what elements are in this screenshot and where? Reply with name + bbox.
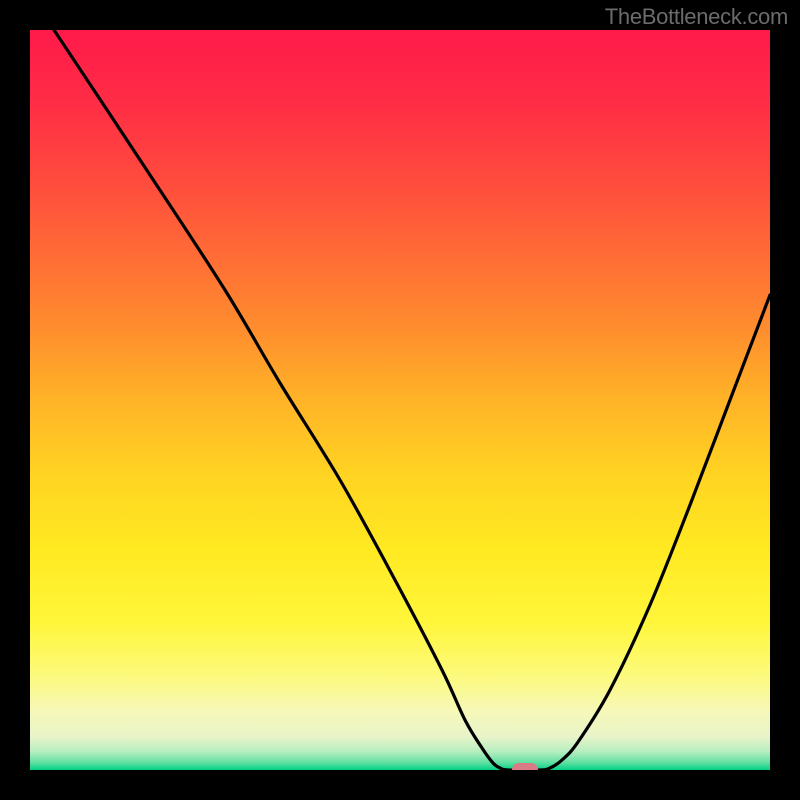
chart-container: TheBottleneck.com	[0, 0, 800, 800]
bottleneck-curve	[30, 30, 770, 770]
watermark-text: TheBottleneck.com	[605, 4, 788, 30]
optimal-point-marker	[512, 763, 538, 770]
plot-area	[30, 30, 770, 770]
